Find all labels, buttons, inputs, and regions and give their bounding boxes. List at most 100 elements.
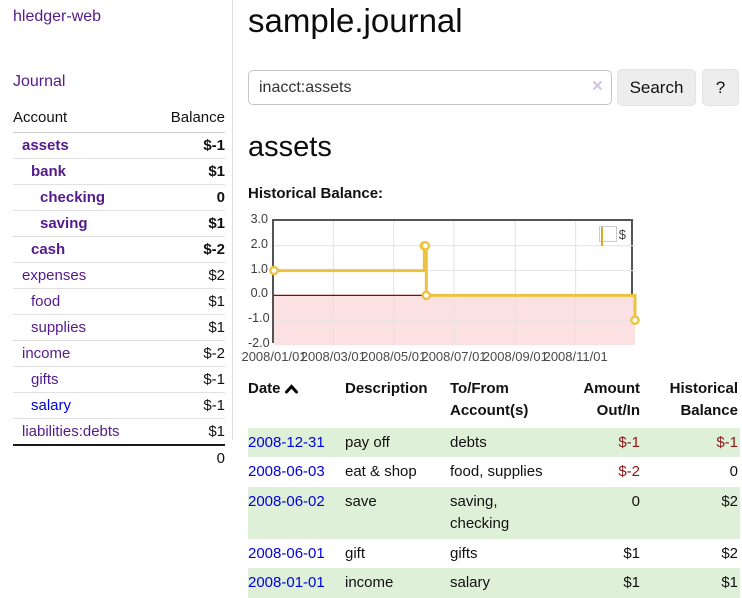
y-axis-tick-label: -1.0 — [248, 311, 270, 326]
search-input[interactable] — [248, 70, 612, 105]
accounts-table: Account Balance assets $-1 bank $1 checking 0… — [13, 106, 225, 471]
x-axis-tick-label: 2008/01/01 — [241, 349, 307, 364]
account-link[interactable]: bank — [31, 163, 67, 180]
search-button[interactable]: Search — [617, 69, 696, 106]
account-link[interactable]: salary — [31, 397, 72, 414]
register-header-row: Date Description To/From Account(s) Amou… — [248, 376, 740, 428]
account-link[interactable]: expenses — [22, 267, 87, 284]
x-axis-tick-label: 2008/05/01 — [361, 349, 427, 364]
transaction-row: 2008-06-03 eat & shop food, supplies $-2 0 — [248, 457, 740, 487]
transaction-amount: $-1 — [618, 433, 640, 451]
chart-plot-area: $ — [269, 219, 640, 345]
account-balance: $1 — [153, 418, 225, 445]
account-link[interactable]: checking — [40, 189, 106, 206]
account-link[interactable]: supplies — [31, 319, 87, 336]
column-header-date[interactable]: Date — [248, 376, 345, 428]
transaction-description: save — [345, 493, 377, 510]
transaction-amount: $-2 — [618, 463, 640, 481]
account-balance: $-2 — [153, 236, 225, 263]
account-balance: 0 — [153, 184, 225, 211]
historical-balance-chart: $ 3.0 2.0 1.0 0.0 -1.0 -2.0 2008/01/01 2008/03/… — [241, 212, 740, 364]
transaction-accounts: salary — [450, 574, 491, 592]
account-row: salary $-1 — [13, 392, 225, 419]
account-row: supplies $1 — [13, 314, 225, 341]
account-link[interactable]: cash — [31, 241, 66, 258]
y-axis-tick-label: 1.0 — [250, 261, 268, 276]
transaction-amount: 0 — [631, 493, 640, 510]
x-axis-tick-label: 2008/09/01 — [482, 349, 548, 364]
account-link[interactable]: food — [31, 293, 61, 310]
account-row: gifts $-1 — [13, 366, 225, 393]
register-table: Date Description To/From Account(s) Amou… — [248, 376, 740, 598]
account-row: checking 0 — [13, 184, 225, 211]
accounts-header-account: Account — [13, 106, 154, 133]
account-balance: $-1 — [203, 137, 225, 154]
account-row: saving $1 — [13, 210, 225, 237]
transaction-row: 2008-06-01 gift gifts $1 $2 — [248, 539, 740, 569]
y-axis-tick-label: 3.0 — [250, 212, 268, 226]
x-axis-tick-label: 2008/11/01 — [543, 349, 608, 364]
transaction-accounts: saving, checking — [450, 493, 510, 532]
transaction-date-link[interactable]: 2008-12-31 — [248, 433, 325, 451]
transaction-row: 2008-01-01 income salary $1 $1 — [248, 568, 740, 598]
account-balance: $1 — [153, 210, 225, 237]
sort-ascending-icon — [284, 379, 298, 401]
accounts-total-row: 0 — [13, 444, 225, 471]
transaction-description: pay off — [345, 433, 390, 451]
account-row: cash $-2 — [13, 236, 225, 263]
transaction-accounts: food, supplies — [450, 463, 543, 481]
account-link[interactable]: gifts — [31, 371, 59, 388]
clear-search-icon[interactable]: × — [591, 76, 603, 97]
transaction-amount: $1 — [623, 574, 640, 592]
x-axis-tick-label: 2008/07/01 — [421, 349, 487, 364]
transaction-balance: $-1 — [716, 433, 738, 451]
account-balance: $-1 — [153, 392, 225, 419]
account-link[interactable]: income — [22, 345, 71, 362]
transaction-description: income — [345, 574, 394, 592]
y-axis-tick-label: 2.0 — [250, 236, 268, 251]
column-header-amount: Amount Out/In — [583, 380, 640, 419]
help-button[interactable]: ? — [702, 69, 739, 106]
account-row: assets $-1 — [13, 133, 225, 159]
transaction-balance: $2 — [721, 493, 738, 510]
account-link[interactable]: assets — [22, 137, 69, 154]
accounts-total: 0 — [153, 444, 225, 471]
main-content: sample.journal × Search ? assets Histori… — [241, 0, 740, 598]
column-header-accounts: To/From Account(s) — [450, 380, 529, 419]
app-brand-link[interactable]: hledger-web — [13, 8, 102, 25]
account-heading: assets — [248, 131, 332, 163]
y-axis-tick-label: -2.0 — [248, 336, 270, 350]
chart-legend: $ — [596, 225, 628, 246]
transaction-accounts: gifts — [450, 544, 478, 562]
transaction-description: eat & shop — [345, 463, 417, 481]
accounts-header-balance: Balance — [153, 106, 225, 133]
account-balance: $1 — [153, 288, 225, 315]
transaction-accounts: debts — [450, 433, 487, 451]
transaction-balance: $2 — [721, 544, 738, 562]
legend-label: $ — [618, 226, 626, 242]
transaction-amount: $1 — [623, 544, 640, 562]
transaction-date-link[interactable]: 2008-06-01 — [248, 544, 325, 562]
account-row: food $1 — [13, 288, 225, 315]
account-row: bank $1 — [13, 158, 225, 185]
chart-title: Historical Balance: — [248, 185, 384, 202]
sidebar-item-journal[interactable]: Journal — [13, 73, 66, 90]
transaction-balance: $1 — [721, 574, 738, 592]
search-bar: × Search ? — [248, 69, 740, 106]
account-link[interactable]: saving — [40, 215, 88, 232]
transaction-balance: 0 — [729, 463, 738, 481]
account-row: liabilities:debts $1 — [13, 418, 225, 445]
legend-swatch-icon — [598, 226, 617, 246]
transaction-date-link[interactable]: 2008-06-03 — [248, 463, 325, 481]
y-axis-tick-label: 0.0 — [250, 286, 268, 301]
transaction-date-link[interactable]: 2008-01-01 — [248, 574, 325, 592]
column-header-description: Description — [345, 380, 428, 397]
account-link[interactable]: liabilities:debts — [22, 423, 120, 440]
transaction-date-link[interactable]: 2008-06-02 — [248, 493, 325, 510]
account-balance: $1 — [153, 314, 225, 341]
account-balance: $-2 — [153, 340, 225, 367]
transaction-description: gift — [345, 544, 366, 562]
account-balance: $-1 — [153, 366, 225, 393]
account-balance: $2 — [153, 262, 225, 289]
sidebar: hledger-web Journal Account Balance asse… — [0, 0, 233, 471]
